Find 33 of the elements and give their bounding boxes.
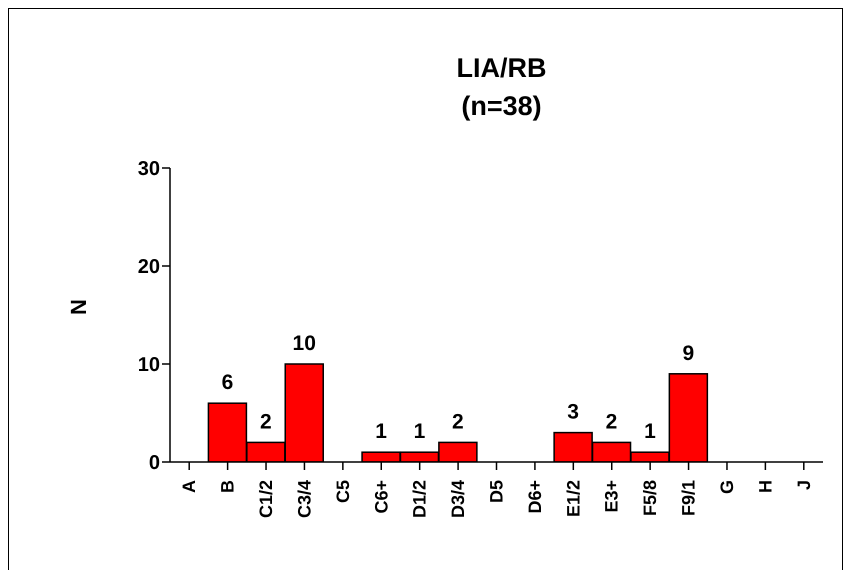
x-tick-label: D5	[486, 480, 506, 504]
x-tick-label: G	[716, 480, 737, 494]
x-tick-label: B	[218, 480, 238, 493]
x-tick-label: E1/2	[563, 480, 584, 518]
y-axis-title: N	[66, 299, 91, 315]
x-tick-label: E3+	[602, 480, 622, 513]
x-tick-label: C3/4	[294, 480, 314, 518]
x-tick-label: C6+	[371, 480, 392, 514]
data-label: 1	[375, 420, 388, 444]
chart-title: LIA/RB (n=38)	[456, 52, 548, 123]
data-label: 10	[292, 332, 316, 355]
x-tick-label: A	[179, 480, 200, 493]
x-tick-label: F5/8	[640, 480, 660, 516]
y-tick-label: 10	[138, 354, 160, 376]
y-tick-label: 0	[148, 452, 160, 474]
y-tick-label: 20	[138, 256, 160, 278]
data-label: 3	[567, 400, 579, 424]
x-tick-label: J	[794, 480, 814, 490]
data-label: 2	[452, 410, 464, 434]
data-label: 6	[222, 371, 234, 394]
data-label: 1	[414, 420, 426, 444]
data-label: 9	[682, 342, 694, 365]
x-tick-label: C1/2	[256, 480, 276, 518]
data-label: 2	[260, 410, 272, 434]
data-label: 1	[644, 420, 656, 444]
x-tick-label: D3/4	[448, 480, 468, 518]
x-tick-label: D1/2	[410, 480, 430, 518]
x-tick-label: F9/1	[678, 480, 699, 516]
x-tick-label: D6+	[524, 480, 545, 514]
x-tick-label: C5	[332, 480, 353, 504]
x-tick-label: H	[755, 480, 776, 493]
y-tick-label: 30	[138, 158, 160, 180]
data-label: 2	[606, 410, 618, 434]
